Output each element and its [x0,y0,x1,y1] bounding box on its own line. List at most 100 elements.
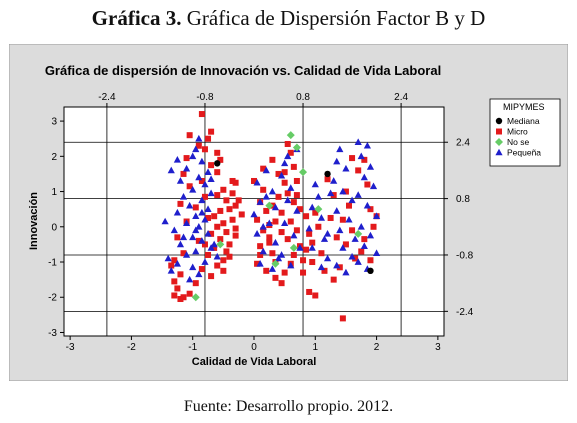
point-micro [205,214,212,221]
point-micro [352,255,359,262]
right-tick-label: 0.8 [456,194,470,205]
point-micro [318,250,325,257]
point-micro [269,250,276,257]
point-pequena [189,263,197,271]
legend-marker-1 [496,128,502,135]
point-mediana [214,160,221,167]
point-pequena [210,240,218,248]
legend-marker-2 [495,138,503,146]
top-tick-label: 2.4 [394,92,408,103]
point-micro [214,262,221,269]
point-micro [272,274,279,281]
point-pequena [207,189,215,197]
point-micro [229,190,236,197]
point-pequena [348,196,356,204]
legend-title: MIPYMES [503,102,545,112]
point-micro [201,241,208,248]
point-micro [208,162,215,169]
point-micro [192,280,199,287]
point-pequena [351,235,359,242]
point-pequena [360,173,368,181]
point-pequena [277,251,286,258]
point-micro [232,202,239,209]
point-pequena [366,231,375,239]
point-no-se [286,131,295,140]
point-micro [303,213,310,220]
point-pequena [366,163,375,170]
point-micro [205,135,212,142]
top-tick-label: 0.8 [296,92,310,103]
y-tick-label: -1 [48,258,57,269]
point-pequena [198,157,206,165]
y-tick-label: -2 [48,293,57,304]
point-micro [339,216,346,223]
y-tick-label: -3 [48,328,57,339]
point-micro [186,183,193,190]
point-pequena [348,252,356,260]
point-pequena [336,145,344,153]
point-micro [201,146,208,153]
point-pequena [253,230,261,237]
point-micro [195,237,202,244]
x-tick-label: -1 [188,342,197,353]
point-micro [358,248,365,255]
point-micro [300,269,307,276]
point-micro [269,156,276,163]
point-micro [180,250,187,257]
point-micro [217,156,224,163]
x-tick-label: 3 [435,342,441,353]
point-micro [349,155,356,162]
point-pequena [173,259,181,267]
point-pequena [287,261,295,269]
point-pequena [293,207,301,214]
point-pequena [182,219,191,227]
point-pequena [305,224,313,232]
point-pequena [342,268,350,276]
point-micro [293,227,300,234]
figure-caption: Gráfica de Dispersión Factor B y D [186,6,486,30]
point-pequena [195,270,203,278]
y-tick-label: 2 [51,152,57,163]
figure-source: Fuente: Desarrollo propio. 2012. [183,398,394,415]
point-pequena [189,185,197,193]
point-micro [263,207,270,214]
point-micro [263,267,270,274]
point-micro [235,197,242,204]
point-pequena [179,193,188,200]
point-micro [180,294,187,301]
point-pequena [277,171,286,179]
point-pequena [204,168,212,175]
point-micro [201,193,208,200]
point-micro [284,140,291,147]
point-pequena [336,226,344,234]
point-micro [330,276,337,283]
point-pequena [268,265,276,272]
point-micro [198,177,205,184]
y-tick-label: 3 [51,117,57,128]
top-tick-label: -2.4 [98,92,116,103]
point-pequena [195,222,203,230]
point-pequena [333,207,341,214]
legend-marker-0 [495,117,503,125]
point-pequena [327,189,335,197]
point-micro [324,176,331,183]
x-tick-label: 1 [313,342,319,353]
point-no-se [191,293,200,302]
point-micro [220,257,227,264]
point-micro [342,188,349,195]
point-micro [281,269,288,276]
x-axis-label: Calidad de Vida Laboral [192,356,317,368]
point-micro [192,204,199,211]
point-micro [232,225,239,232]
point-pequena [259,247,267,255]
point-pequena [207,244,215,251]
point-pequena [363,141,371,149]
point-micro [220,220,227,227]
point-micro [278,229,285,236]
point-pequena [253,178,261,186]
point-pequena [182,164,191,172]
point-micro [336,264,343,271]
point-pequena [339,187,347,195]
point-micro [186,132,193,139]
point-pequena [323,230,332,237]
